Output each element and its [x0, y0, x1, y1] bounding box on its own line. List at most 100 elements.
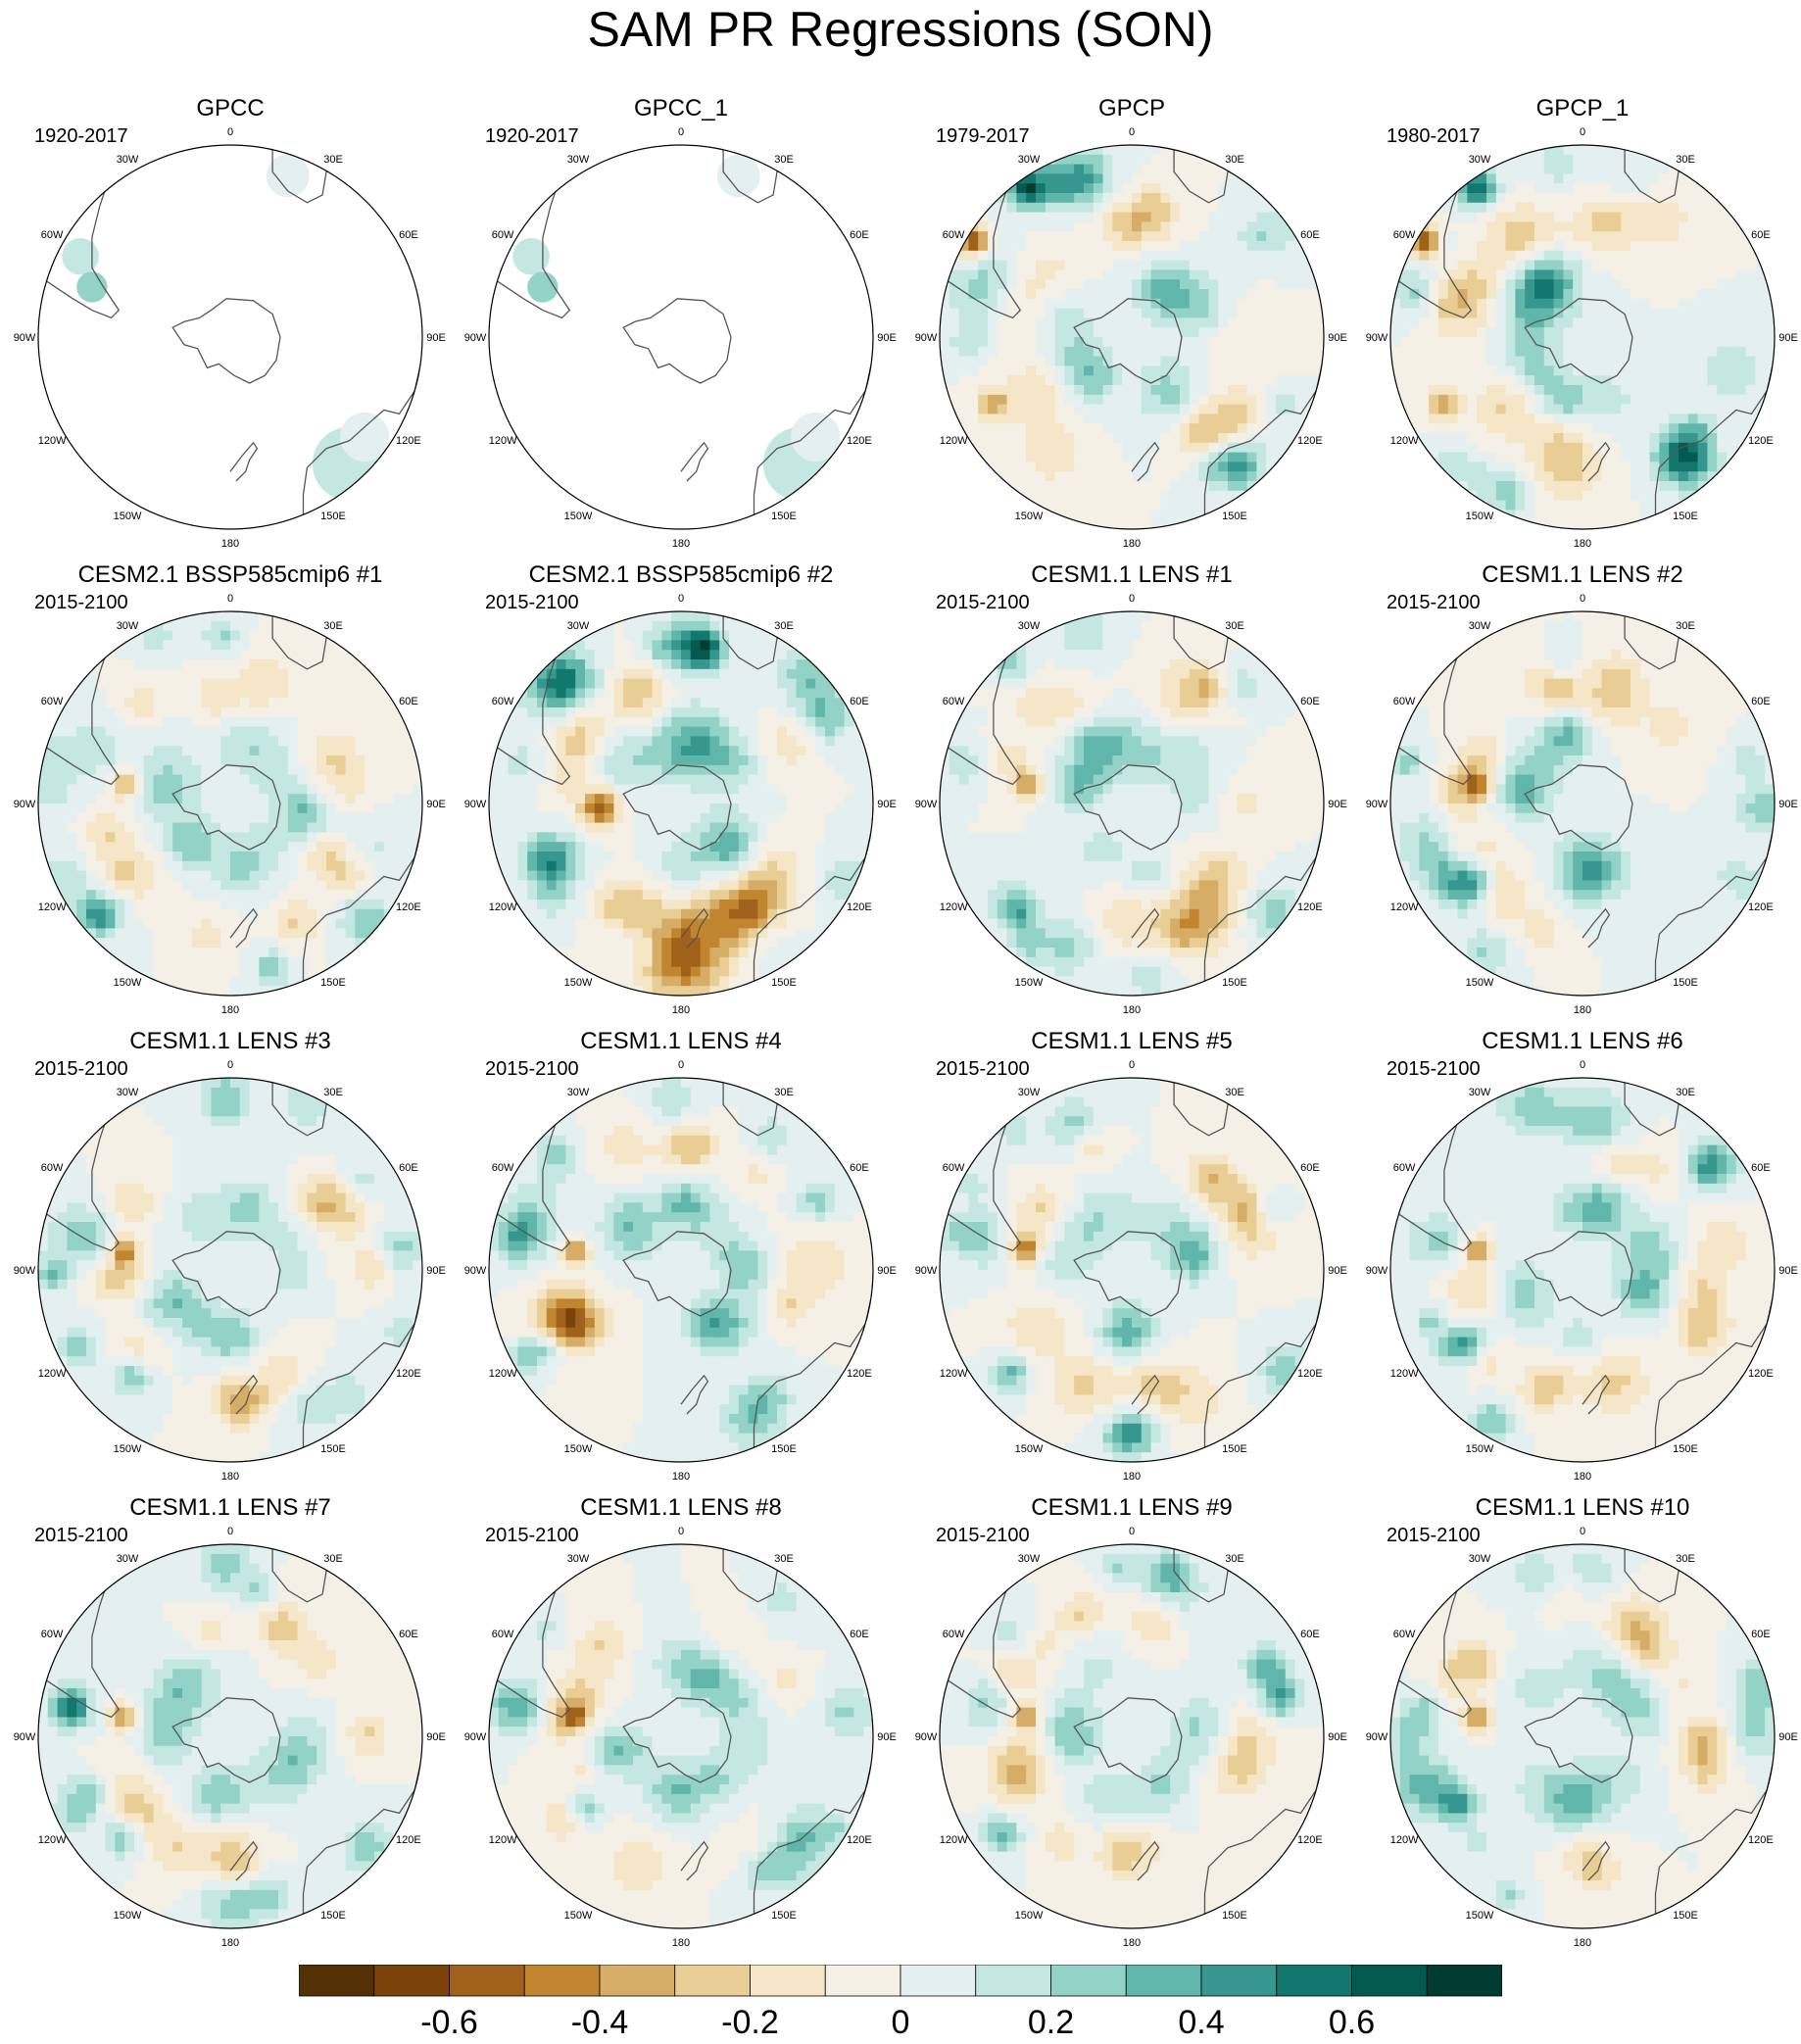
longitude-label: 120W: [38, 1368, 67, 1380]
regression-field: [1390, 1544, 1775, 1928]
map-panel: GPCC_1 1920-2017 0 30E 60E 90E 120E 150E 180 150W…: [464, 95, 897, 550]
colorbar-bin: [1426, 1965, 1502, 1997]
longitude-label: 30E: [1676, 1087, 1695, 1098]
longitude-label: 0: [227, 1526, 233, 1537]
longitude-label: 150W: [1466, 1910, 1494, 1922]
panel-title: CESM1.1 LENS #8: [580, 1494, 781, 1521]
longitude-label: 60W: [943, 1629, 965, 1640]
map-panel: GPCP_1 1980-2017 0 30E 60E 90E 120E 150E 180 150W…: [1366, 95, 1798, 550]
longitude-label: 120E: [847, 1834, 872, 1846]
longitude-label: 90E: [1778, 1265, 1798, 1277]
longitude-label: 30W: [1018, 620, 1041, 632]
longitude-label: 30E: [323, 154, 343, 166]
regression-field: [38, 611, 422, 996]
panel-title: CESM1.1 LENS #5: [1031, 1028, 1232, 1054]
longitude-label: 90W: [464, 332, 487, 344]
longitude-label: 120E: [1748, 435, 1774, 447]
longitude-label: 150W: [564, 1443, 593, 1455]
longitude-label: 180: [1574, 1937, 1591, 1949]
longitude-label: 60E: [1300, 696, 1320, 707]
longitude-label: 60E: [850, 696, 869, 707]
longitude-label: 60W: [492, 1162, 514, 1174]
longitude-label: 150W: [1466, 977, 1494, 989]
longitude-label: 120W: [940, 435, 968, 447]
panel-period: 2015-2100: [34, 592, 128, 613]
longitude-label: 60E: [1751, 1162, 1771, 1174]
longitude-label: 30E: [1225, 154, 1244, 166]
longitude-label: 180: [1574, 1004, 1591, 1016]
longitude-label: 150W: [1466, 1443, 1494, 1455]
longitude-label: 60W: [1393, 1629, 1416, 1640]
panel-title: CESM1.1 LENS #4: [580, 1028, 781, 1054]
longitude-label: 120W: [940, 901, 968, 913]
longitude-label: 180: [1123, 538, 1141, 550]
longitude-label: 30E: [1225, 1087, 1244, 1098]
map-panel: GPCP 1979-2017 0 30E 60E 90E 120E 150E 180 150W 12…: [915, 95, 1347, 550]
panel-period: 2015-2100: [1387, 592, 1481, 613]
map-boundary: [488, 144, 874, 530]
longitude-label: 0: [1129, 126, 1135, 138]
longitude-label: 60E: [1300, 1162, 1320, 1174]
longitude-label: 150E: [320, 511, 346, 522]
longitude-label: 90W: [14, 332, 36, 344]
longitude-label: 0: [227, 593, 233, 605]
longitude-label: 30W: [1018, 1553, 1041, 1565]
longitude-label: 60E: [399, 1162, 418, 1174]
longitude-label: 90E: [877, 799, 897, 810]
longitude-label: 60W: [943, 696, 965, 707]
map-panel: GPCC 1920-2017 0 30E 60E 90E 120E 150E 180 150W 12…: [14, 95, 446, 550]
longitude-label: 0: [678, 1059, 684, 1071]
longitude-label: 180: [221, 1471, 239, 1483]
colorbar-tick-label: -0.4: [571, 2004, 629, 2038]
longitude-label: 60E: [1751, 1629, 1771, 1640]
longitude-label: 60E: [399, 1629, 418, 1640]
map-panel: CESM2.1 BSSP585cmip6 #1 2015-2100 0 30E 60E 9…: [14, 561, 446, 1016]
longitude-label: 60W: [41, 1629, 64, 1640]
longitude-label: 120E: [1297, 901, 1323, 913]
longitude-label: 90W: [464, 1265, 487, 1277]
longitude-label: 30W: [117, 1553, 139, 1565]
longitude-label: 150E: [1673, 977, 1698, 989]
panel-title: CESM1.1 LENS #3: [129, 1028, 330, 1054]
longitude-label: 180: [1123, 1004, 1141, 1016]
longitude-label: 180: [1574, 538, 1591, 550]
longitude-label: 150E: [1222, 511, 1247, 522]
map-boundary: [939, 1543, 1325, 1929]
colorbar-tick-label: 0.2: [1028, 2004, 1074, 2038]
longitude-label: 150W: [1015, 1910, 1044, 1922]
longitude-label: 180: [672, 1004, 690, 1016]
regression-field: [940, 611, 1324, 996]
longitude-label: 150E: [320, 1443, 346, 1455]
panel-title: GPCC: [196, 95, 264, 122]
colorbar-tick-label: 0: [892, 2004, 910, 2038]
longitude-label: 30W: [567, 620, 590, 632]
panel-title: CESM1.1 LENS #2: [1482, 561, 1682, 588]
longitude-label: 180: [1123, 1937, 1141, 1949]
longitude-label: 30W: [1469, 1553, 1491, 1565]
panel-period: 2015-2100: [485, 1058, 579, 1080]
colorbar-bin: [900, 1965, 977, 1997]
longitude-label: 180: [221, 538, 239, 550]
longitude-label: 60W: [1393, 1162, 1416, 1174]
longitude-label: 90W: [14, 799, 36, 810]
longitude-label: 120E: [1297, 1368, 1323, 1380]
longitude-label: 60W: [492, 1629, 514, 1640]
panel-period: 2015-2100: [936, 592, 1030, 613]
longitude-label: 120E: [1297, 1834, 1323, 1846]
colorbar: -0.6 -0.4 -0.2 0 0.2 0.4 0.6: [299, 1965, 1502, 2038]
longitude-label: 60W: [492, 229, 514, 241]
panel-period: 2015-2100: [34, 1525, 128, 1546]
regression-field: [940, 145, 1324, 529]
longitude-label: 60E: [399, 696, 418, 707]
panel-title: GPCP_1: [1536, 95, 1630, 122]
panel-title: CESM1.1 LENS #1: [1031, 561, 1232, 588]
longitude-label: 120W: [489, 901, 517, 913]
longitude-label: 90W: [14, 1265, 36, 1277]
longitude-label: 90E: [1328, 332, 1347, 344]
longitude-label: 120E: [847, 1368, 872, 1380]
map-boundary: [1389, 1543, 1776, 1929]
colorbar-bin: [373, 1965, 450, 1997]
